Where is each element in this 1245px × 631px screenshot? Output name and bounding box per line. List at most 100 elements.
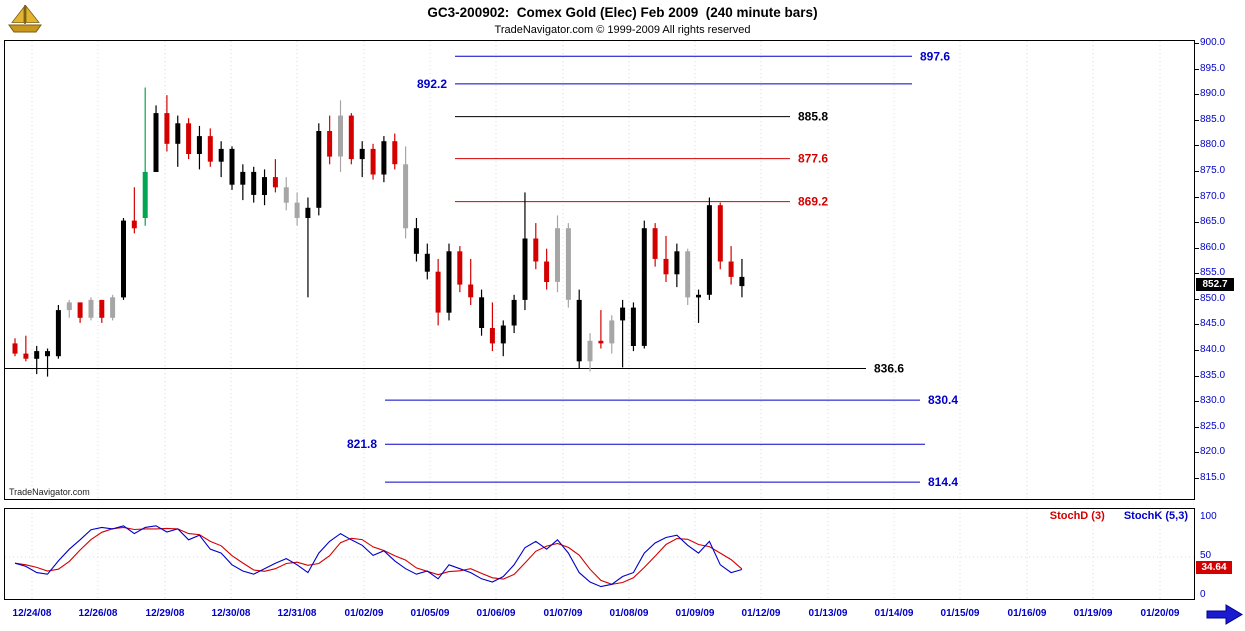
candlestick-bar — [153, 105, 159, 172]
price-axis-tick — [1195, 452, 1199, 454]
candlestick-bar — [522, 192, 528, 311]
candlestick-bar — [186, 118, 192, 160]
candlestick-bar — [728, 246, 734, 285]
date-axis-label: 12/26/08 — [78, 608, 118, 619]
date-axis-label: 01/07/09 — [543, 608, 583, 619]
stochk-line — [14, 525, 743, 588]
price-axis-label: 830.0 — [1200, 395, 1226, 407]
price-level-label: 830.4 — [928, 393, 958, 407]
price-axis-tick — [1195, 375, 1199, 377]
price-level-label: 836.6 — [874, 361, 904, 375]
price-level-label: 814.4 — [928, 475, 958, 489]
candlestick-bar — [609, 315, 615, 354]
candlestick-bar — [424, 243, 430, 280]
candlestick-bar — [45, 348, 50, 377]
watermark-text: TradeNavigator.com — [9, 487, 90, 497]
price-axis-tick — [1195, 222, 1199, 224]
candlestick-bar — [305, 197, 311, 298]
candlestick-bar — [381, 136, 387, 183]
date-axis-label: 01/16/09 — [1007, 608, 1047, 619]
price-axis-label: 845.0 — [1200, 318, 1226, 330]
stoch-axis-label: 100 — [1200, 511, 1217, 522]
copyright-text: TradeNavigator.com © 1999-2009 All right… — [494, 24, 751, 36]
candlestick-bar — [555, 215, 560, 293]
candlestick-bar — [359, 141, 365, 178]
price-chart-svg: 897.6 892.2 885.8 877.6 869.2 836.6 830.4 821.8… — [5, 41, 1161, 499]
stoch-axis-label: 0 — [1200, 589, 1206, 600]
candlestick-bar — [207, 128, 213, 167]
candlestick-bar — [565, 223, 571, 308]
stochk-legend-label: StochK (5,3) — [1123, 510, 1188, 522]
candlestick-bar — [446, 243, 452, 321]
candlestick-bar — [88, 297, 94, 321]
price-axis-tick — [1195, 350, 1199, 352]
price-axis-label: 900.0 — [1200, 37, 1226, 48]
price-axis-label: 855.0 — [1200, 267, 1226, 279]
price-axis-tick — [1195, 94, 1199, 96]
candlestick-bar — [403, 146, 409, 239]
candlestick-bar — [23, 335, 29, 362]
candlestick-bar — [262, 169, 267, 206]
price-axis-tick — [1195, 43, 1199, 44]
candlestick-bar — [283, 177, 289, 211]
candlestick-bar — [685, 248, 691, 305]
price-axis-tick — [1195, 324, 1199, 326]
stoch-axis-label: 50 — [1200, 550, 1212, 561]
trade-navigator-logo-icon — [5, 2, 45, 36]
price-axis-label: 880.0 — [1200, 139, 1226, 151]
candlestick-bar — [131, 187, 137, 234]
candlestick-bar — [99, 299, 105, 323]
candlestick-bar — [500, 320, 506, 357]
price-axis-label: 890.0 — [1200, 88, 1226, 100]
right-arrow-icon — [1206, 604, 1243, 625]
candlestick-bar — [121, 218, 126, 300]
stochastic-svg — [5, 509, 1194, 599]
date-axis-label: 12/31/08 — [277, 608, 317, 619]
stochd-legend-label: StochD (3) — [1049, 510, 1105, 522]
date-axis-label: 01/05/09 — [410, 608, 450, 619]
date-axis-label: 12/30/08 — [211, 608, 251, 619]
candlestick-bar — [696, 289, 701, 323]
scroll-right-arrow-button[interactable] — [1206, 604, 1244, 625]
price-axis-label: 895.0 — [1200, 62, 1226, 74]
price-axis-tick — [1195, 401, 1199, 403]
candlestick-bar — [175, 115, 181, 167]
price-level-label: 869.2 — [798, 195, 828, 209]
candlestick-bar — [457, 246, 463, 293]
price-axis-label: 860.0 — [1200, 241, 1226, 253]
price-axis-label: 815.0 — [1200, 471, 1226, 483]
candlestick-bar — [468, 258, 474, 305]
date-axis-label: 12/29/08 — [145, 608, 185, 619]
candlestick-bar — [348, 113, 354, 165]
candlestick-bar — [641, 220, 647, 349]
candlestick-bar — [630, 302, 636, 352]
stochd-line — [14, 526, 743, 585]
price-axis-tick — [1195, 119, 1199, 121]
price-axis-label: 840.0 — [1200, 344, 1226, 356]
price-axis-tick — [1195, 196, 1199, 198]
price-axis-tick — [1195, 426, 1199, 428]
chart-title: GC3-200902: Comex Gold (Elec) Feb 2009 (… — [427, 5, 818, 20]
candlestick-bar — [142, 87, 148, 226]
candlestick-bar — [196, 125, 202, 170]
price-axis-tick — [1195, 298, 1199, 300]
price-axis-tick — [1195, 273, 1199, 275]
stochastic-panel-canvas[interactable]: StochD (3) StochK (5,3) — [4, 508, 1195, 600]
stochastic-value-badge: 34.64 — [1196, 561, 1232, 575]
candlestick-bar — [620, 299, 626, 368]
price-chart-canvas[interactable]: 897.6 892.2 885.8 877.6 869.2 836.6 830.4 821.8… — [4, 40, 1195, 500]
candlestick-bar — [272, 159, 278, 193]
price-level-label: 877.6 — [798, 152, 828, 166]
candlestick-bar — [479, 289, 485, 336]
price-axis-label: 875.0 — [1200, 164, 1226, 176]
candlestick-bar — [110, 294, 116, 321]
candlestick-bar — [370, 143, 376, 180]
price-axis-label: 850.0 — [1200, 292, 1226, 304]
candlestick-bar — [338, 100, 343, 172]
candlestick-bar — [294, 192, 300, 226]
price-axis-tick — [1195, 145, 1199, 147]
candlestick-bar — [652, 223, 658, 267]
stochastic-legend: StochD (3) StochK (5,3) — [1033, 510, 1188, 522]
candlestick-bar — [674, 243, 680, 288]
